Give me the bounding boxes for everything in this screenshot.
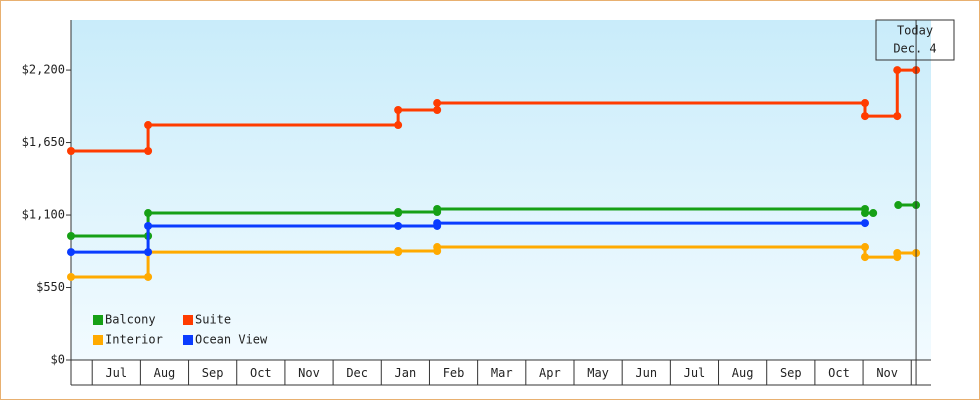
x-tick-label: Nov — [876, 366, 898, 380]
point — [860, 112, 869, 121]
point — [394, 247, 403, 256]
point — [67, 146, 75, 155]
point — [67, 231, 75, 240]
point — [860, 99, 869, 108]
today-box — [875, 19, 955, 61]
point — [144, 248, 153, 257]
point — [433, 106, 442, 115]
point — [144, 272, 153, 281]
point — [394, 221, 403, 230]
legend-label: Ocean View — [195, 333, 268, 347]
legend-label: Balcony — [105, 313, 156, 327]
legend-swatch — [183, 315, 193, 325]
x-tick-label: Feb — [443, 366, 465, 380]
y-tick-label: $0 — [51, 353, 65, 367]
point — [893, 248, 902, 257]
point — [394, 106, 403, 115]
x-tick-label: Aug — [154, 366, 176, 380]
point — [860, 219, 869, 228]
today-label: Dec. 4 — [893, 42, 936, 56]
x-tick-label: Nov — [298, 366, 320, 380]
y-tick-label: $1,100 — [22, 208, 65, 222]
point — [433, 99, 442, 108]
point — [144, 121, 153, 130]
point — [433, 243, 442, 252]
x-tick-label: Mar — [491, 366, 513, 380]
point — [433, 219, 442, 228]
point — [860, 209, 869, 218]
point — [394, 208, 403, 217]
legend-swatch — [183, 335, 193, 345]
x-tick-label: Jun — [635, 366, 657, 380]
point — [144, 209, 153, 218]
legend-swatch — [93, 315, 103, 325]
y-tick-label: $550 — [36, 280, 65, 294]
point — [869, 209, 878, 218]
point — [893, 112, 902, 121]
x-tick-label: Jul — [105, 366, 127, 380]
x-tick-label: Oct — [250, 366, 272, 380]
point — [144, 221, 153, 230]
x-tick-label: Dec — [346, 366, 368, 380]
today-label: Today — [897, 24, 933, 38]
x-tick-label: Apr — [539, 366, 561, 380]
x-tick-label: Jul — [684, 366, 706, 380]
point — [893, 66, 902, 75]
y-tick-label: $2,200 — [22, 63, 65, 77]
point — [860, 253, 869, 262]
point — [394, 121, 403, 130]
point — [144, 146, 153, 155]
point — [860, 243, 869, 252]
y-tick-label: $1,650 — [22, 135, 65, 149]
legend-swatch — [93, 335, 103, 345]
x-tick-label: Sep — [780, 366, 802, 380]
point — [67, 248, 75, 257]
point — [433, 204, 442, 213]
legend-label: Interior — [105, 333, 163, 347]
x-tick-label: Sep — [202, 366, 224, 380]
point — [67, 272, 75, 281]
x-tick-label: Jan — [395, 366, 417, 380]
plot-area — [71, 20, 931, 360]
legend-label: Suite — [195, 313, 231, 327]
x-tick-label: May — [587, 366, 609, 380]
x-tick-label: Oct — [828, 366, 850, 380]
x-tick-label: Aug — [732, 366, 754, 380]
point — [894, 201, 903, 210]
